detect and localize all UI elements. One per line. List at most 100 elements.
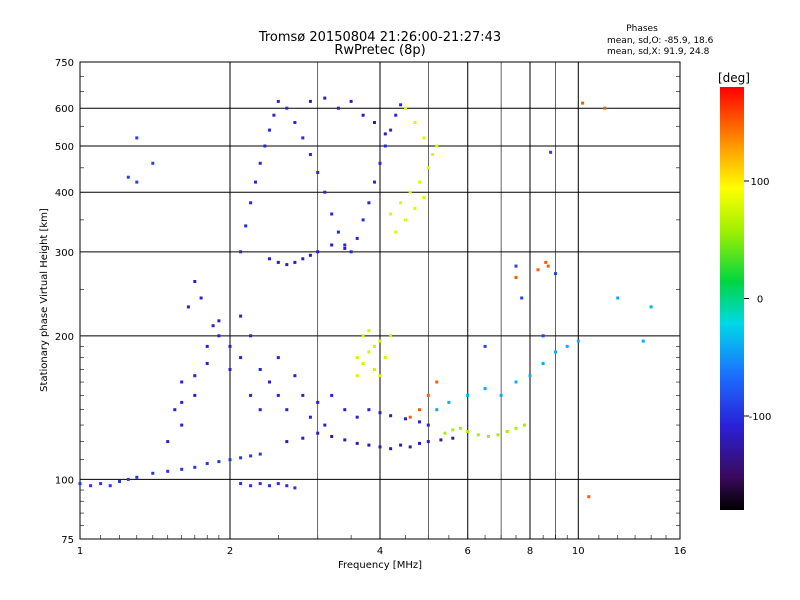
data-point (249, 484, 253, 488)
data-point (373, 368, 376, 371)
data-point (389, 447, 393, 451)
data-point (451, 428, 455, 432)
phases-line-o: mean, sd,O: -85.9, 18.6 (607, 36, 714, 46)
data-point (99, 482, 103, 486)
data-point (89, 484, 93, 488)
data-point (285, 408, 289, 412)
data-point (118, 480, 121, 483)
data-point (276, 260, 280, 264)
data-point (483, 344, 487, 348)
data-point (135, 180, 139, 184)
data-point (126, 477, 130, 481)
chart-title: Tromsø 20150804 21:26:00-21:27:43 (258, 30, 501, 45)
data-point (180, 467, 184, 471)
data-point (276, 356, 280, 360)
data-point (126, 175, 130, 179)
data-point (554, 272, 557, 276)
data-point (413, 121, 417, 124)
data-point (244, 224, 248, 228)
data-point (180, 380, 184, 384)
data-point (426, 393, 430, 397)
data-point (422, 136, 426, 140)
data-point (276, 482, 280, 486)
data-point (389, 128, 393, 132)
data-point (316, 250, 320, 254)
data-point (293, 121, 297, 124)
data-point (399, 201, 403, 205)
x-tick-label: 16 (674, 546, 687, 557)
data-point (343, 408, 347, 412)
colorbar-ticks: 100 0 -100 (744, 177, 771, 423)
x-axis-label: Frequency [MHz] (338, 560, 422, 571)
data-point (135, 475, 139, 479)
data-point (166, 469, 170, 473)
data-point (355, 236, 359, 240)
data-point (426, 423, 430, 427)
data-point (301, 257, 305, 261)
data-point (431, 153, 435, 156)
data-point (514, 380, 518, 384)
data-point (330, 243, 334, 247)
data-point (343, 243, 347, 247)
phases-line-x: mean, sd,X: 91.9, 24.8 (607, 47, 710, 57)
data-point (394, 113, 398, 117)
data-point (447, 400, 451, 404)
data-point (285, 484, 289, 488)
data-point (389, 414, 393, 418)
data-point (361, 113, 365, 117)
data-point (418, 420, 421, 424)
data-point (268, 257, 271, 261)
data-point (239, 456, 243, 460)
data-point (249, 454, 253, 458)
data-point (404, 218, 407, 222)
data-point (361, 362, 365, 365)
y-tick-label: 200 (55, 332, 74, 343)
data-point (435, 380, 439, 384)
data-point (199, 296, 203, 300)
data-point (258, 408, 262, 412)
data-point (483, 387, 487, 391)
data-point (603, 106, 607, 110)
data-point (276, 393, 280, 397)
data-point (293, 374, 297, 378)
data-point (308, 415, 312, 419)
data-point (343, 438, 347, 442)
data-point (308, 153, 312, 156)
data-point (316, 400, 320, 404)
data-point (554, 350, 557, 354)
data-point (263, 144, 267, 148)
data-point (151, 161, 155, 165)
data-point (426, 440, 430, 444)
y-tick-label: 400 (55, 188, 74, 199)
data-point (378, 411, 382, 415)
data-point (435, 144, 439, 148)
data-point (272, 113, 276, 117)
data-point (514, 426, 518, 430)
data-point (520, 296, 524, 300)
x-tick-label: 10 (572, 546, 585, 557)
y-tick-label: 300 (55, 248, 74, 259)
data-point (355, 441, 359, 445)
data-point (78, 482, 82, 486)
data-point (528, 374, 532, 378)
data-point (541, 334, 545, 338)
data-point (523, 423, 526, 427)
data-points (78, 96, 653, 499)
data-point (439, 438, 443, 442)
data-point (355, 415, 359, 419)
data-point (581, 101, 585, 105)
data-point (367, 408, 371, 412)
x-tick-label: 6 (465, 546, 471, 557)
data-point (418, 408, 421, 412)
data-point (549, 150, 553, 154)
data-point (443, 431, 447, 435)
data-point (378, 161, 382, 165)
data-point (249, 201, 253, 205)
data-point (458, 426, 462, 430)
data-point (268, 484, 271, 488)
data-point (367, 443, 371, 447)
data-point (399, 443, 403, 447)
data-point (367, 329, 371, 333)
data-point (285, 106, 289, 110)
data-point (205, 362, 209, 365)
